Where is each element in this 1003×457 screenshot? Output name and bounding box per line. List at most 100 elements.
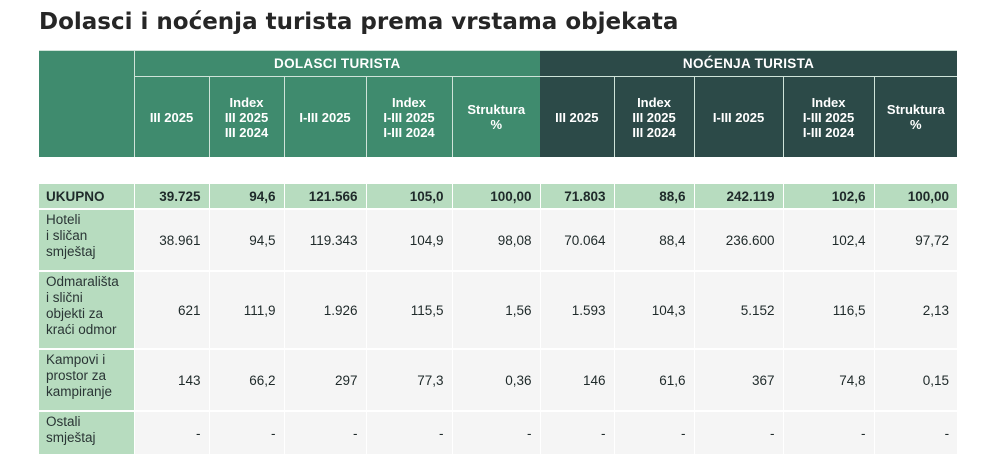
row-label-line: Ostali [46,414,81,429]
total-value: 100,00 [873,184,958,209]
column-header: Struktura% [451,76,541,157]
table-cell: - [782,410,875,454]
column-header-line: III 2025 [224,109,269,125]
row-label: Kampovi i prostor za kampiranje [39,348,134,411]
table-row: Odmarališta i slični objekti za kraći odmor… [39,270,958,349]
row-label-line: smještaj [46,244,96,259]
nights-group-header: NOĆENJA TURISTA [540,50,958,77]
row-label-line: Odmarališta [46,274,119,289]
column-header-line: Index [392,94,426,110]
table-cell: 94,5 [208,208,284,271]
table-cell: 621 [133,270,209,349]
column-header-line: I-III 2025 [299,109,351,125]
column-header-line: III 2025 [632,109,676,125]
row-label-line: objekti za [46,306,104,321]
table-cell: 77,3 [365,348,452,411]
table-cell: 119.343 [283,208,366,271]
table-cell: 38.961 [133,208,209,271]
table-cell: 0,15 [873,348,958,411]
column-header-line: III 2024 [632,124,676,140]
total-value: 242.119 [693,184,784,209]
table-cell: 0,36 [451,348,541,411]
table-cell: 97,72 [873,208,958,271]
total-value: 121.566 [283,184,366,209]
tourism-table: DOLASCI TURISTA NOĆENJA TURISTA III 2025… [39,50,958,454]
total-value: 105,0 [365,184,452,209]
column-header: Index I-III 2025 I-III 2024 [365,76,452,157]
table-cell: - [133,410,209,454]
table-row: Hoteli i sličan smještaj 38.961 94,5 119.343 1… [39,208,958,271]
column-header-line: III 2025 [149,109,194,125]
table-cell: - [208,410,284,454]
table-cell: 70.064 [539,208,615,271]
column-header: Index III 2025 III 2024 [208,76,284,157]
column-header: I-III 2025 [283,76,366,157]
table-cell: 367 [693,348,784,411]
column-header-line: I-III 2025 [383,109,435,125]
column-header: I-III 2025 [693,76,784,157]
table-cell: 61,6 [613,348,695,411]
table-cell: 5.152 [693,270,784,349]
total-value: 39.725 [133,184,209,209]
table-cell: 143 [133,348,209,411]
column-header-line: I-III 2024 [802,124,855,140]
table-cell: 104,3 [613,270,695,349]
column-header-line: Index [229,94,264,110]
table-cell: 115,5 [365,270,452,349]
row-label-line: Hoteli [46,212,81,227]
column-header: Index III 2025 III 2024 [613,76,695,157]
row-label-line: i slični [46,290,83,305]
page-title: Dolasci i noćenja turista prema vrstama … [39,9,679,35]
row-label-line: kampiranje [46,384,113,399]
row-label-line: Kampovi i [46,352,106,367]
table-cell: - [873,410,958,454]
column-header-row: III 2025 Index III 2025 III 2024 I-III 2025 I… [39,76,958,157]
table-cell: - [613,410,695,454]
group-header-row: DOLASCI TURISTA NOĆENJA TURISTA [39,50,958,157]
column-header: Struktura% [873,76,958,157]
row-label-line: prostor za [46,368,107,383]
column-header-line: % [490,117,503,132]
column-header: III 2025 [133,76,209,157]
table-cell: 1.926 [283,270,366,349]
row-label: Hoteli i sličan smještaj [39,208,134,271]
table-cell: 102,4 [782,208,875,271]
table-cell: 104,9 [365,208,452,271]
table-cell: - [451,410,541,454]
column-header-line: Struktura [467,102,526,117]
column-header: III 2025 [540,76,615,157]
total-label: UKUPNO [39,184,134,209]
column-header-line: Index [637,94,672,110]
arrivals-group-header: DOLASCI TURISTA [133,50,541,77]
column-header-line: III 2025 [555,109,599,125]
table-cell: - [539,410,615,454]
total-value: 71.803 [539,184,615,209]
table-cell: 88,4 [613,208,695,271]
column-header-line: % [910,117,922,132]
table-cell: 236.600 [693,208,784,271]
table-cell: 2,13 [873,270,958,349]
table-row: Kampovi i prostor za kampiranje 143 66,2 297 7… [39,348,958,411]
table-cell: 1,56 [451,270,541,349]
table-cell: 66,2 [208,348,284,411]
table-cell: - [283,410,366,454]
table-row: Ostali smještaj - - - - - - - - - - [39,410,958,454]
total-value: 100,00 [451,184,541,209]
row-label-line: smještaj [46,430,96,445]
table-cell: 1.593 [539,270,615,349]
column-header: Index I-III 2025 I-III 2024 [782,76,875,157]
column-header-line: III 2024 [224,124,269,140]
table-cell: 98,08 [451,208,541,271]
total-value: 94,6 [208,184,284,209]
total-value: 102,6 [782,184,875,209]
column-header-line: I-III 2025 [802,109,855,125]
table-cell: 146 [539,348,615,411]
row-label: Ostali smještaj [39,410,134,454]
total-row: UKUPNO 39.725 94,6 121.566 105,0 100,00 71.803… [39,184,958,209]
table-cell: - [365,410,452,454]
column-header-line: I-III 2024 [383,124,435,140]
spacer-row [39,157,958,184]
table-cell: 74,8 [782,348,875,411]
column-header-line: Index [811,94,846,110]
row-label: Odmarališta i slični objekti za kraći odmor [39,270,134,349]
